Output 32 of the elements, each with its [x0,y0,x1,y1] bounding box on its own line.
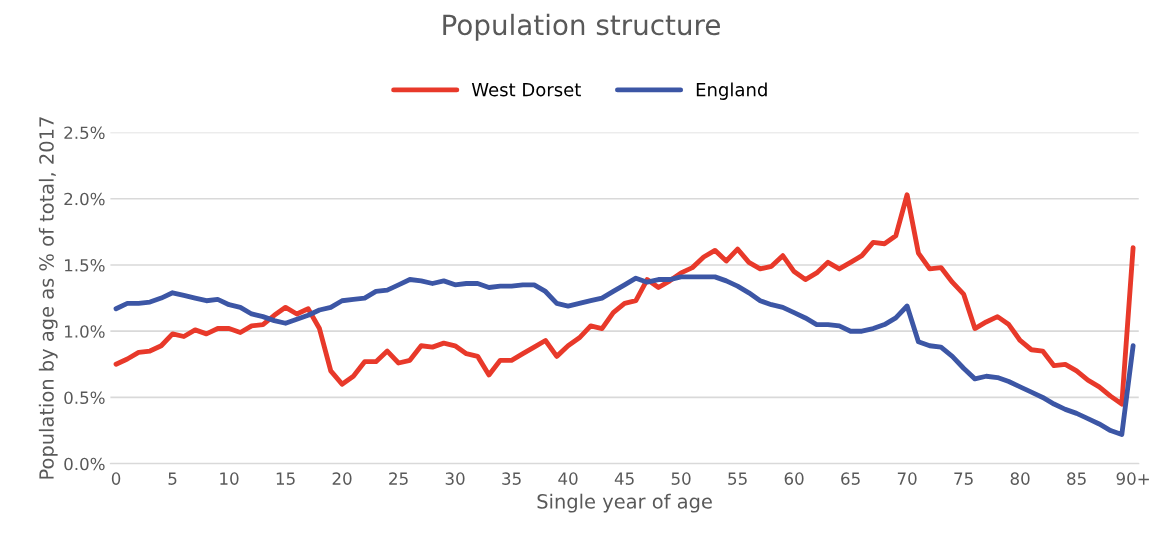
x-tick-label: 45 [614,472,634,485]
x-tick-label: 50 [671,472,691,485]
x-tick-label: 80 [1010,472,1030,485]
y-tick-label: 2.0% [64,192,105,206]
x-tick-label: 10 [220,472,239,485]
x-tick-label: 0 [111,472,121,485]
x-axis-title: Single year of age [537,493,712,513]
x-tick-label: 15 [276,472,295,485]
legend-label: England [696,82,767,100]
legend-label: West Dorset [471,83,581,97]
x-tick-label: 70 [897,472,917,485]
y-axis-title: Population by age as % of total, 2017 [38,117,58,479]
line-series [113,274,1136,437]
x-tick-label: 60 [784,472,804,485]
x-tick-label: 75 [954,472,973,485]
x-tick-label: 25 [389,472,408,485]
x-tick-label: 5 [168,472,177,485]
x-tick-label: 35 [502,472,521,485]
y-tick-label: 0.5% [64,391,105,405]
y-tick-label: 2.5% [64,126,105,140]
x-tick-label: 85 [1067,472,1086,485]
x-tick-label: 55 [728,472,747,485]
y-tick-label: 1.5% [65,258,105,272]
y-tick-label: 1.0% [65,325,105,338]
x-tick-label: 20 [332,472,352,485]
x-tick-label: 30 [445,472,465,485]
x-tick-label: 90+ [1116,472,1149,485]
y-tick-label: 0.0% [64,457,105,471]
line-series [113,192,1136,407]
chart-title: Population structure [443,13,720,41]
x-tick-label: 65 [841,472,860,485]
x-tick-label: 40 [558,472,578,485]
